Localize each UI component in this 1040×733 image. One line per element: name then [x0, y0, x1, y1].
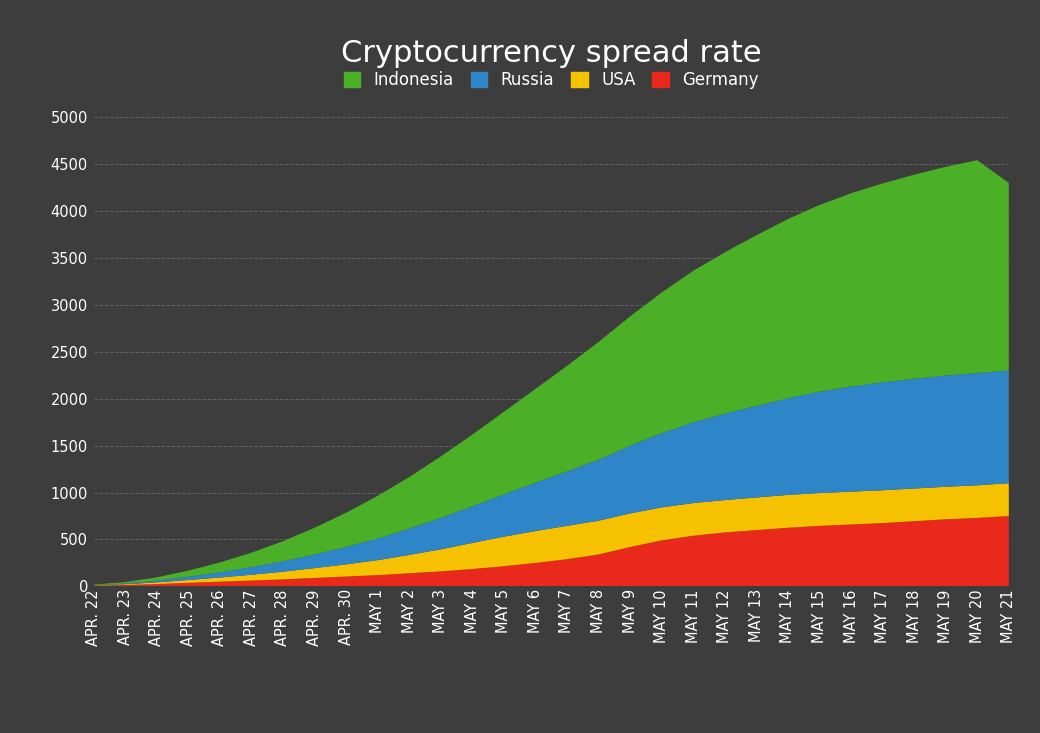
Legend: Indonesia, Russia, USA, Germany: Indonesia, Russia, USA, Germany [337, 65, 765, 96]
Title: Cryptocurrency spread rate: Cryptocurrency spread rate [341, 39, 761, 67]
